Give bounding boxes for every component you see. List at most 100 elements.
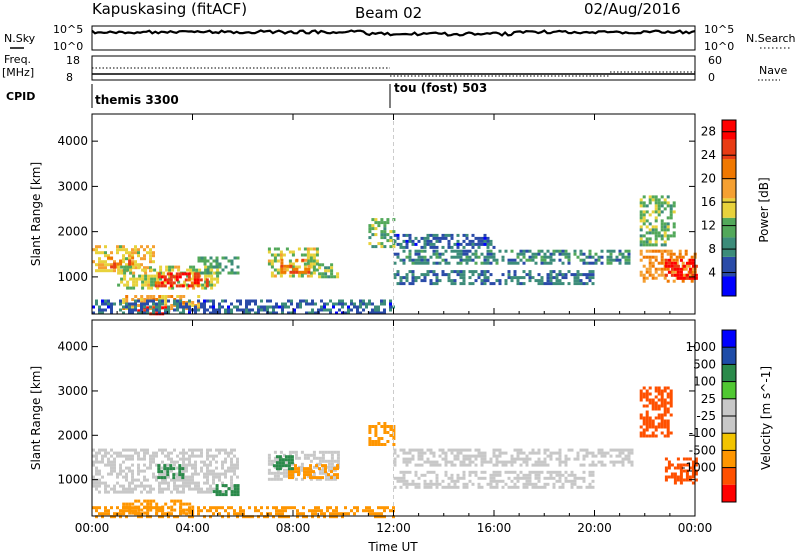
power-cell: [600, 255, 604, 259]
power-cell: [306, 259, 310, 263]
velocity-cell: [200, 448, 203, 452]
power-cell: [330, 275, 334, 279]
velocity-cell: [110, 463, 113, 467]
power-cell: [324, 269, 328, 273]
velocity-cell: [122, 448, 125, 452]
velocity-cell: [276, 456, 280, 460]
velocity-cell: [510, 485, 514, 489]
power-cell: [681, 267, 685, 271]
velocity-cell: [281, 458, 285, 462]
velocity-cell: [688, 457, 692, 461]
power-cell: [486, 242, 490, 246]
velocity-cell: [429, 448, 433, 452]
velocity-cell: [492, 454, 496, 458]
velocity-colorbar-swatch: [722, 484, 736, 502]
power-cell: [137, 304, 141, 307]
power-cell: [161, 299, 164, 303]
velocity-cell: [104, 448, 107, 452]
velocity-cell: [179, 502, 183, 506]
velocity-cell: [564, 479, 568, 483]
velocity-cell: [224, 509, 227, 513]
power-cell: [104, 260, 107, 264]
velocity-cell: [149, 487, 152, 491]
power-cell: [639, 270, 643, 274]
power-cell: [276, 247, 280, 251]
velocity-cell: [483, 451, 487, 455]
velocity-cell: [383, 431, 387, 434]
velocity-cell: [227, 469, 230, 473]
power-cell: [673, 261, 677, 265]
power-cell: [648, 231, 652, 235]
velocity-cell: [380, 515, 383, 519]
velocity-cell: [166, 473, 170, 477]
velocity-cell: [311, 515, 314, 519]
power-cell: [573, 276, 577, 280]
power-cell: [138, 265, 142, 269]
power-cell: [303, 262, 307, 266]
power-cell: [654, 228, 658, 232]
velocity-cell: [694, 478, 698, 482]
velocity-cell: [639, 425, 643, 429]
velocity-cell: [206, 457, 209, 461]
velocity-cell: [630, 460, 634, 464]
power-cell: [172, 275, 176, 279]
velocity-cell: [191, 463, 194, 467]
velocity-cell: [155, 512, 158, 516]
velocity-cell: [489, 482, 493, 486]
velocity-cell: [179, 509, 182, 513]
velocity-cell: [645, 395, 649, 399]
velocity-cell: [612, 448, 616, 452]
velocity-cell: [314, 509, 317, 513]
velocity-colorbar-swatch: [722, 347, 736, 365]
power-cell: [183, 280, 187, 284]
velocity-cell: [534, 470, 538, 474]
power-cell: [194, 311, 197, 315]
power-cell: [278, 305, 281, 309]
power-cell: [564, 276, 568, 280]
power-cell: [423, 242, 427, 246]
velocity-cell: [645, 389, 649, 393]
power-cell: [654, 204, 658, 208]
power-cell: [371, 245, 375, 249]
power-cell: [371, 302, 374, 306]
velocity-cell: [606, 451, 610, 455]
power-cell: [669, 210, 673, 214]
power-cell: [691, 276, 695, 280]
velocity-cell: [149, 515, 152, 519]
power-cell: [236, 256, 240, 260]
velocity-cell: [651, 419, 655, 423]
power-cell: [164, 308, 167, 312]
velocity-cell: [110, 487, 113, 491]
power-cell: [462, 239, 466, 243]
velocity-cell: [149, 506, 152, 510]
velocity-cell: [558, 448, 562, 452]
velocity-cell: [663, 407, 667, 411]
power-cell: [543, 282, 547, 286]
power-cell: [667, 270, 671, 274]
velocity-cell: [402, 470, 406, 474]
velocity-cell: [143, 478, 146, 482]
power-cell: [465, 261, 469, 265]
velocity-cell: [119, 454, 122, 458]
power-cell: [429, 242, 433, 246]
velocity-cell: [411, 482, 415, 486]
velocity-cell: [648, 386, 652, 390]
power-cell: [210, 274, 214, 278]
power-cell: [221, 305, 224, 309]
power-cell: [134, 266, 137, 270]
power-cell: [380, 299, 383, 303]
power-cell: [203, 302, 206, 306]
power-cell: [161, 295, 165, 298]
power-cell: [248, 302, 251, 306]
power-cell: [468, 255, 472, 259]
velocity-cell: [468, 479, 472, 483]
velocity-cell: [380, 506, 383, 510]
power-cell: [125, 298, 129, 301]
velocity-cell: [567, 448, 571, 452]
power-cell: [332, 305, 335, 309]
velocity-cell: [513, 476, 517, 480]
power-cell: [362, 299, 365, 303]
power-cell: [462, 276, 466, 280]
